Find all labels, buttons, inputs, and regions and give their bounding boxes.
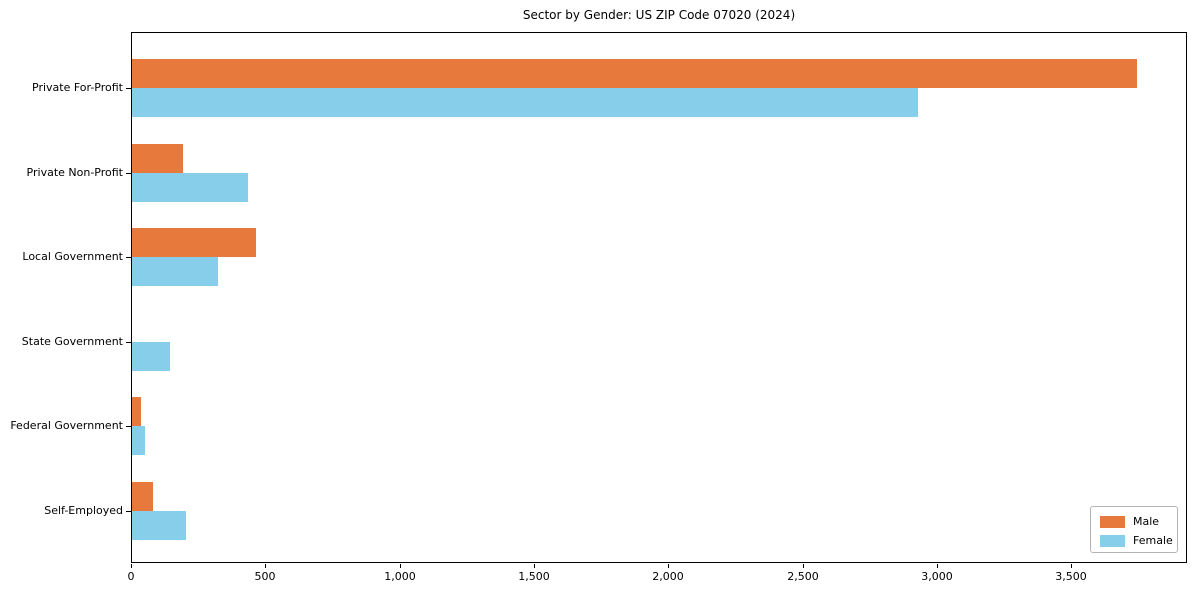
x-tick-label: 500 <box>254 570 276 583</box>
y-tick-mark <box>126 510 131 512</box>
y-tick-mark <box>126 426 131 427</box>
bar-female-bottom <box>132 341 170 371</box>
bar-female-bottom <box>132 88 918 117</box>
x-tick-label: 3,500 <box>1055 570 1087 583</box>
plot-area <box>131 32 1187 563</box>
female-color-swatch <box>1100 534 1125 547</box>
x-tick-mark <box>400 564 401 568</box>
y-axis-label: Private For-Profit <box>32 81 123 94</box>
y-axis-label: Local Government <box>22 250 123 263</box>
x-tick-mark <box>937 564 938 568</box>
bar-male-top <box>132 143 183 173</box>
legend-item-male: Male <box>1100 514 1177 529</box>
x-tick-mark <box>803 564 804 568</box>
y-tick-mark <box>126 341 131 343</box>
y-axis-label: Self-Employed <box>44 503 123 517</box>
bar-female-bottom <box>132 426 145 455</box>
legend-label-male: Male <box>1133 514 1160 528</box>
bar-male-top <box>132 228 256 257</box>
x-tick-mark <box>265 564 266 568</box>
chart-title: Sector by Gender: US ZIP Code 07020 (202… <box>522 8 796 22</box>
bar-male-top <box>132 481 153 511</box>
legend-label-female: Female <box>1133 533 1173 547</box>
x-tick-label: 1,000 <box>384 570 416 583</box>
x-tick-label: 0 <box>127 570 135 583</box>
bar-female-bottom <box>132 257 218 286</box>
legend-item-female: Female <box>1100 533 1177 548</box>
x-tick-label: 2,500 <box>787 570 819 583</box>
x-tick-label: 2,000 <box>652 570 684 583</box>
y-axis-label: Federal Government <box>10 419 123 432</box>
x-tick-mark <box>1071 564 1072 568</box>
male-color-swatch <box>1100 515 1125 528</box>
bar-male-top <box>132 397 141 426</box>
y-tick-mark <box>126 88 131 89</box>
legend: Male Female <box>1090 506 1178 553</box>
x-tick-label: 3,000 <box>921 570 953 583</box>
bar-male-top <box>132 59 1137 88</box>
bar-female-bottom <box>132 172 248 202</box>
y-tick-mark <box>126 257 131 258</box>
y-axis-label: State Government <box>21 334 123 348</box>
bar-female-bottom <box>132 510 186 540</box>
x-tick-mark <box>534 564 535 568</box>
x-tick-mark <box>668 564 669 568</box>
y-axis-label: Private Non-Profit <box>26 165 123 179</box>
x-tick-label: 1,500 <box>518 570 550 583</box>
x-tick-mark <box>131 564 132 568</box>
y-tick-mark <box>126 172 131 174</box>
